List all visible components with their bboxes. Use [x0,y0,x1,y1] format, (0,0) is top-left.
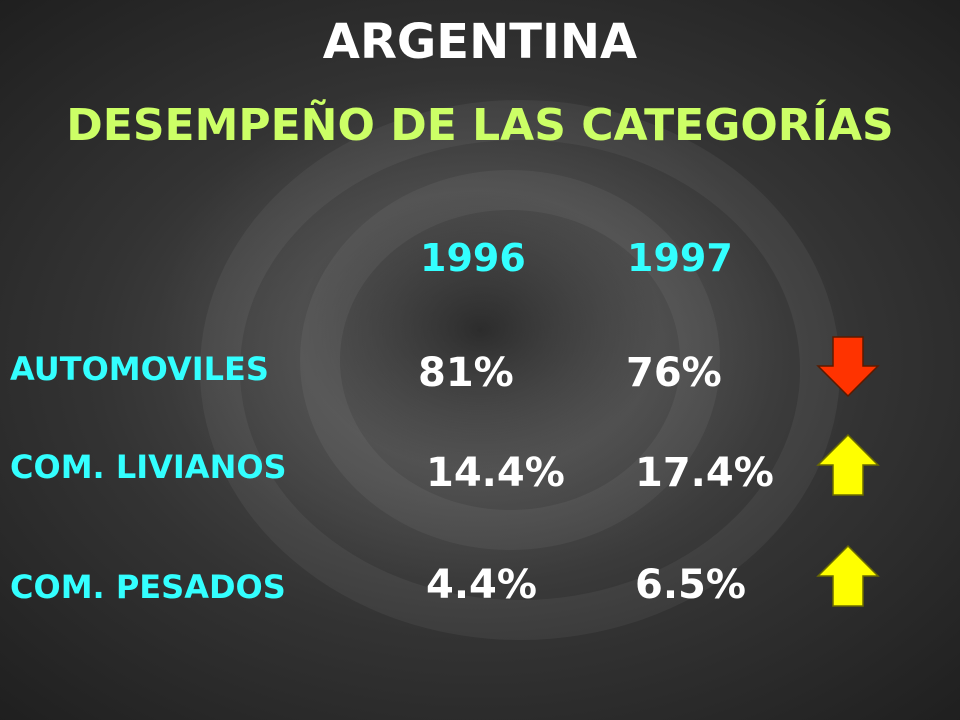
year-header-1997: 1997 [627,236,733,280]
arrow-up-icon [816,544,880,607]
arrow-up-icon [816,433,880,496]
year-header-1996: 1996 [420,236,526,280]
slide-title: ARGENTINA [322,14,638,70]
category-label: COM. PESADOS [10,568,286,606]
category-label: AUTOMOVILES [10,350,269,388]
value-1997: 76% [626,350,722,396]
value-1997: 17.4% [635,450,774,496]
value-1996: 4.4% [426,562,537,608]
category-label: COM. LIVIANOS [10,448,287,486]
value-1996: 14.4% [426,450,565,496]
background-swirl [200,100,840,640]
slide-subtitle: DESEMPEÑO DE LAS CATEGORÍAS [66,100,894,151]
value-1997: 6.5% [635,562,746,608]
value-1996: 81% [418,350,514,396]
arrow-down-icon [816,336,880,398]
